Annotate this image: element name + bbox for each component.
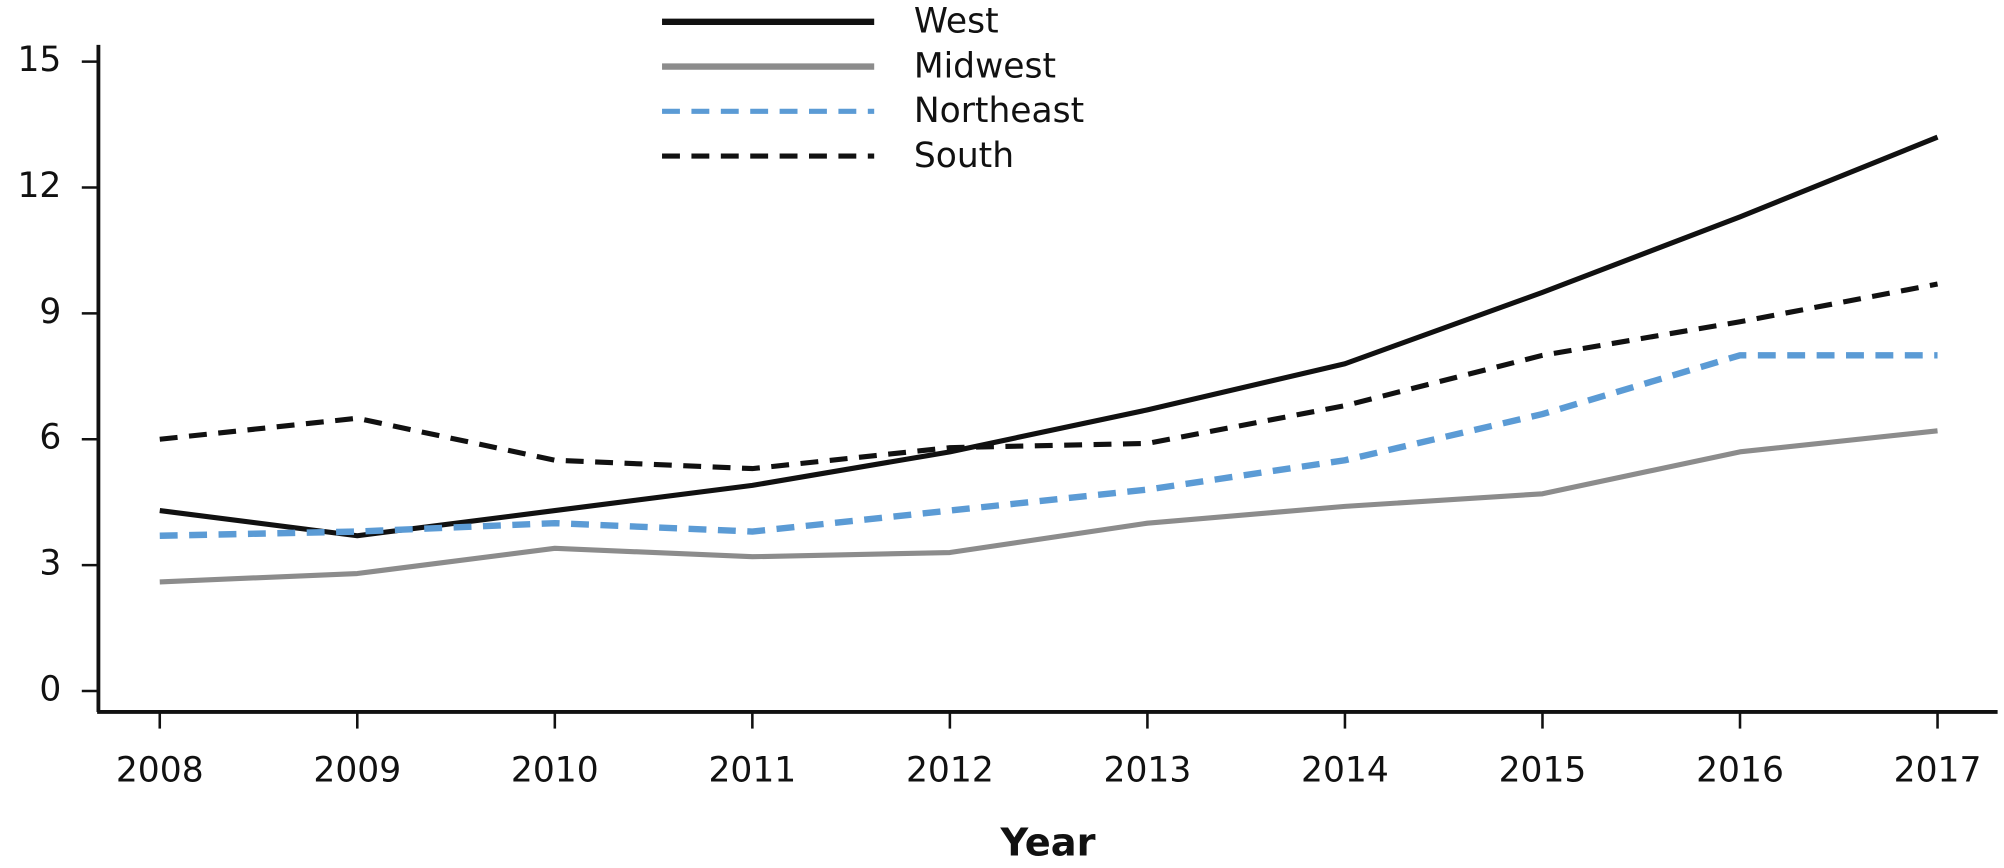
x-tick-label: 2013 xyxy=(1104,751,1192,791)
x-axis-title: Year xyxy=(1000,820,1096,865)
x-tick-label: 2017 xyxy=(1894,751,1982,791)
y-tick-label: 15 xyxy=(17,40,61,80)
legend-label: Midwest xyxy=(914,46,1056,86)
series-line xyxy=(159,352,1938,539)
x-tick-label: 2011 xyxy=(708,751,796,791)
x-tick-label: 2008 xyxy=(116,751,204,791)
y-tick-label: 9 xyxy=(39,292,61,332)
series-line xyxy=(159,281,1939,472)
x-tick-label: 2010 xyxy=(511,751,599,791)
series-line xyxy=(159,134,1939,539)
y-tick-label: 0 xyxy=(39,669,61,709)
y-tick-label: 3 xyxy=(39,544,61,584)
x-tick-label: 2014 xyxy=(1301,751,1389,791)
y-tick-label: 6 xyxy=(39,418,61,458)
x-tick-label: 2009 xyxy=(313,751,401,791)
x-tick-label: 2012 xyxy=(906,751,994,791)
legend-label: Northeast xyxy=(914,91,1084,131)
x-tick-label: 2015 xyxy=(1499,751,1587,791)
legend-label: South xyxy=(914,136,1014,176)
legend-label: West xyxy=(914,2,999,42)
series-line xyxy=(159,428,1938,585)
y-tick-label: 12 xyxy=(17,166,61,206)
x-tick-label: 2016 xyxy=(1696,751,1784,791)
